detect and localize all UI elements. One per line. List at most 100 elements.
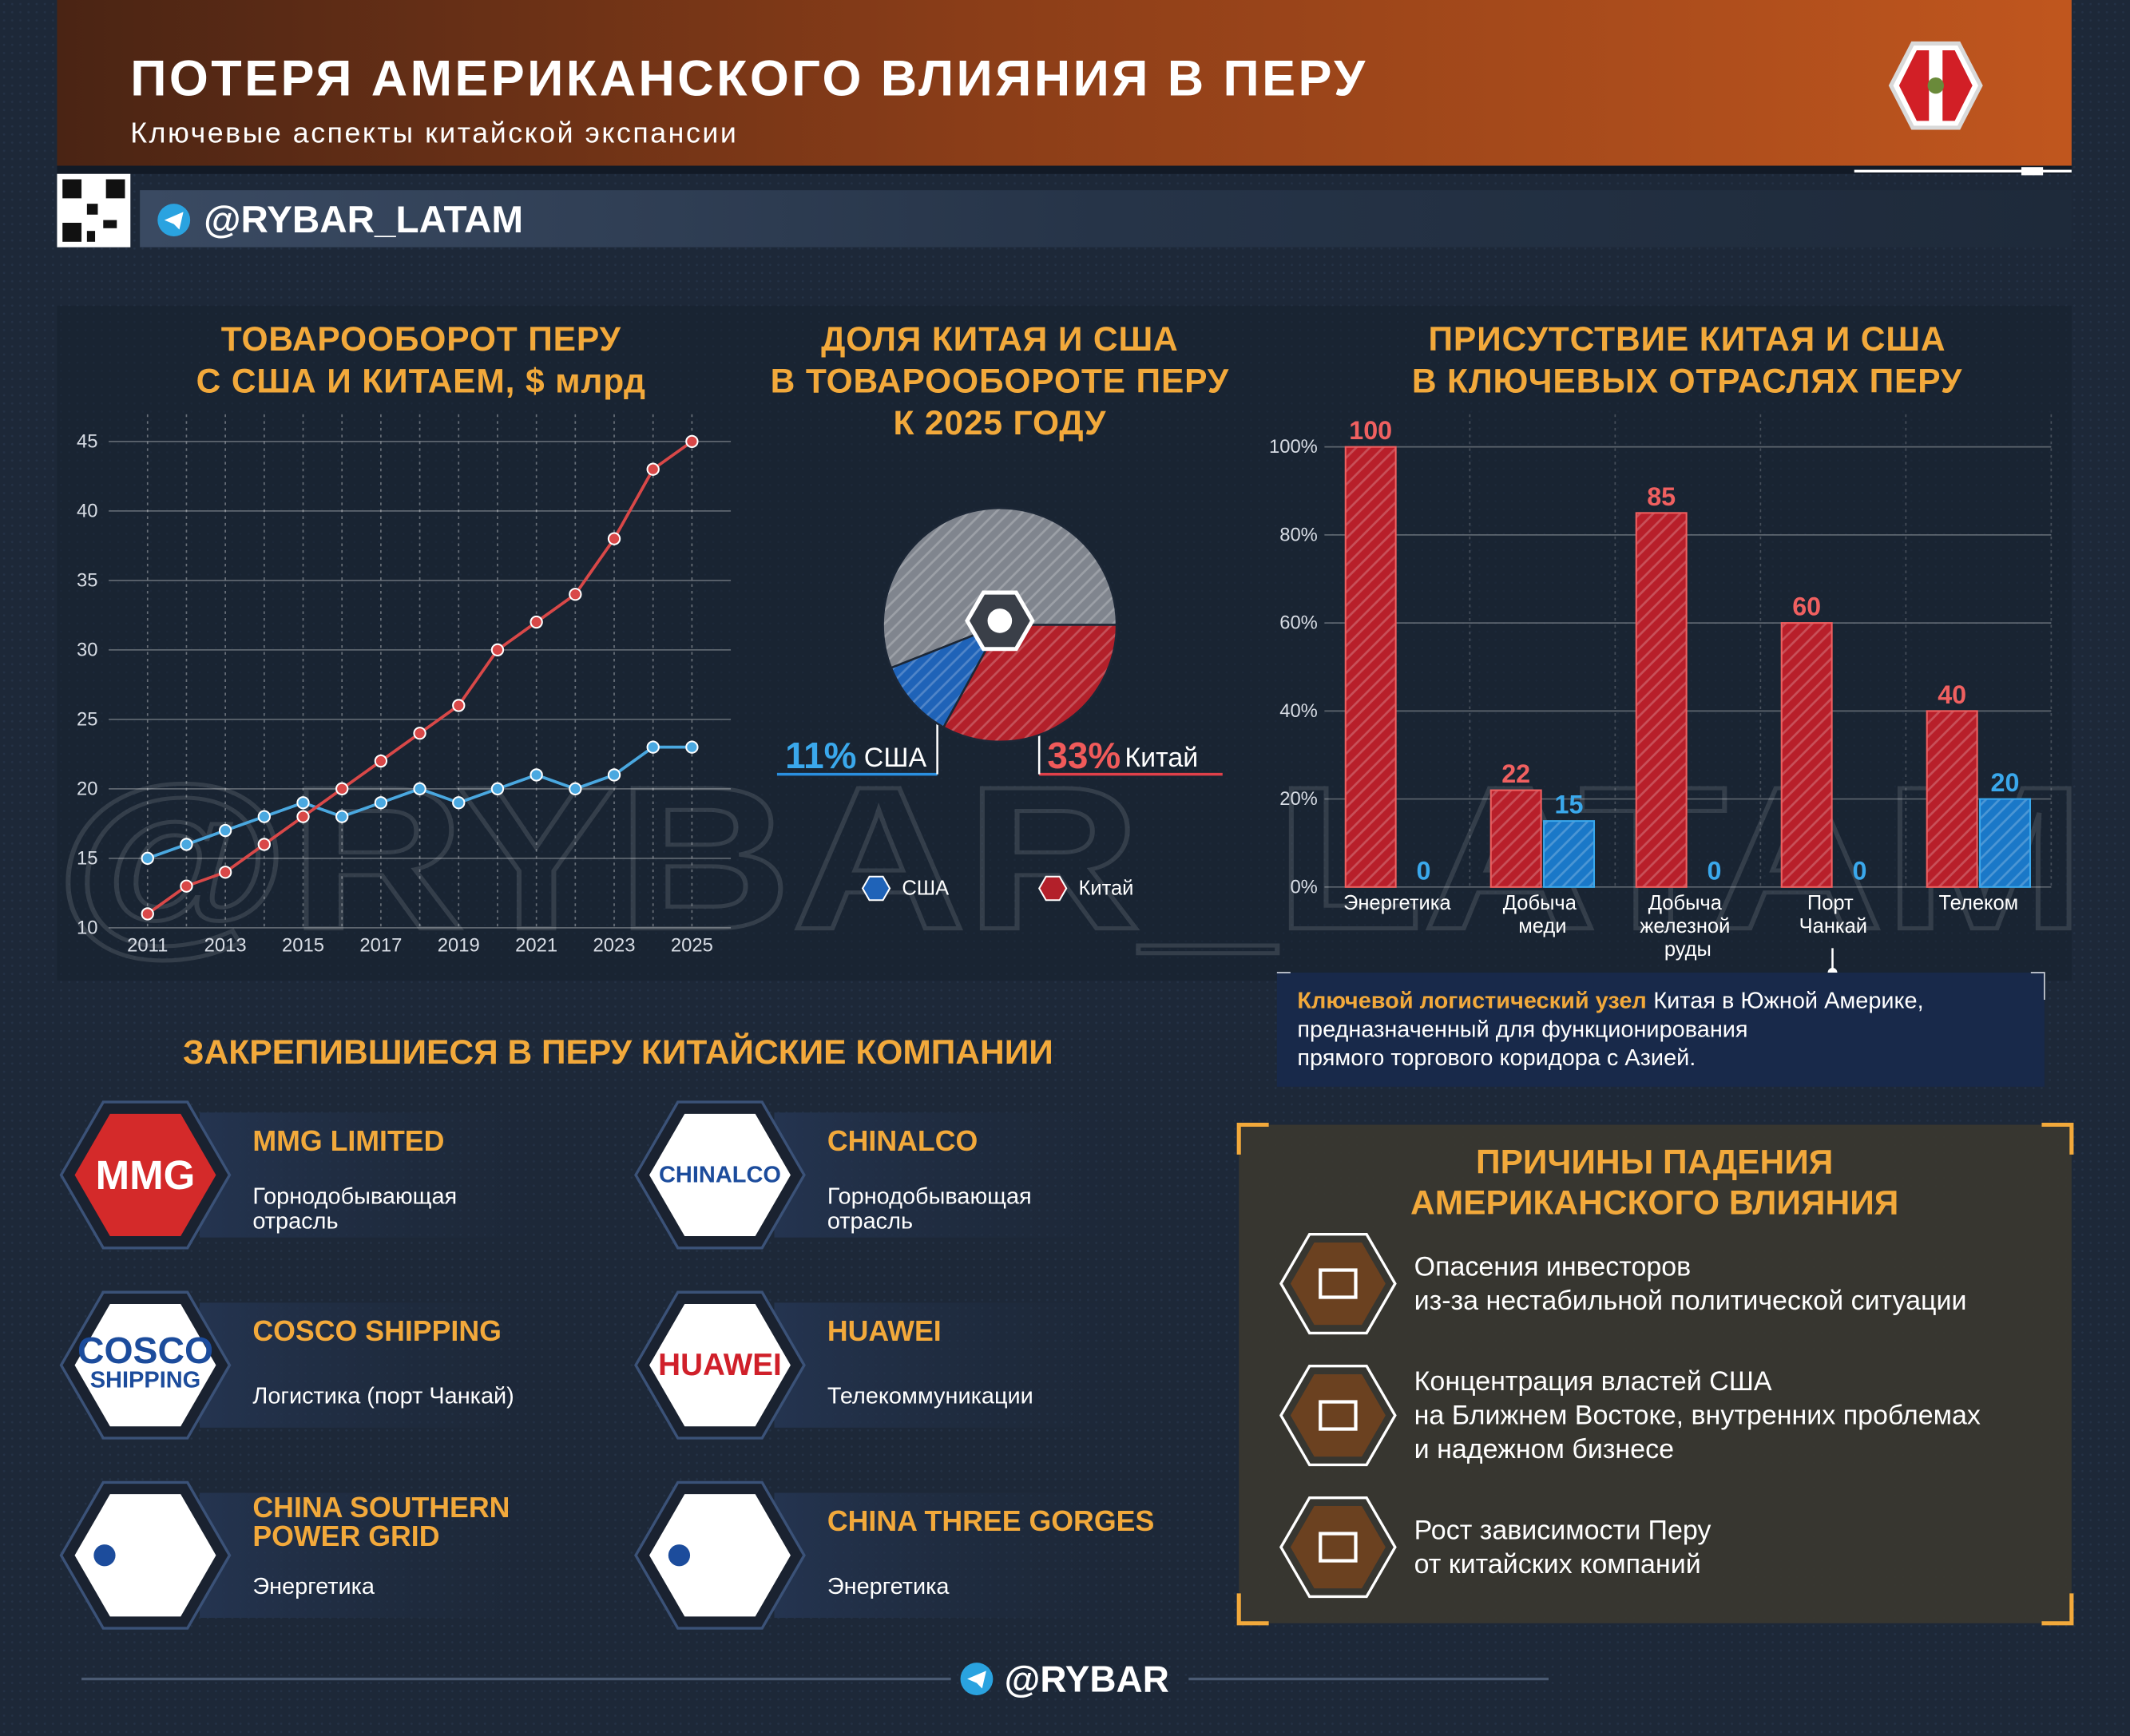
data-point	[607, 532, 621, 545]
qr-block	[105, 179, 125, 199]
reason-text: Концентрация властей США	[1414, 1366, 1772, 1397]
pie-slice	[890, 623, 1002, 729]
reason-icon-frame	[1279, 1232, 1397, 1335]
value-label: 0	[1708, 856, 1722, 885]
reason-text: на Ближнем Востоке, внутренних проблемах	[1414, 1401, 1981, 1431]
data-point	[257, 810, 271, 823]
value-label: 11%	[785, 735, 856, 776]
company-name: CHINA THREE GORGES	[827, 1505, 1154, 1537]
company-sector: Энергетика	[827, 1574, 950, 1599]
logo-bg	[74, 1113, 216, 1237]
bar	[1543, 820, 1596, 888]
reason-text: и надежном бизнесе	[1414, 1434, 1674, 1465]
data-point	[180, 879, 193, 893]
reason-text: Рост зависимости Перу	[1414, 1515, 1712, 1545]
section-title: ЗАКРЕПИВШИЕСЯ В ПЕРУ КИТАЙСКИЕ КОМПАНИИ	[183, 1032, 1053, 1072]
data-point	[141, 907, 154, 921]
data-point	[646, 740, 660, 754]
value-label: 20	[1991, 768, 2020, 797]
flag	[1888, 41, 1983, 130]
data-point	[685, 740, 699, 754]
note-line: Ключевой логистический узел Китая в Южной…	[1297, 989, 1923, 1014]
x-tick-label: 2025	[671, 934, 713, 956]
y-tick-label: 40%	[1279, 700, 1318, 722]
reasons-corners	[1236, 1122, 2074, 1626]
company-band	[200, 1492, 608, 1619]
y-tick-label: 30	[77, 639, 97, 660]
reason-icon	[1290, 1242, 1386, 1326]
legend-label: США	[902, 878, 949, 900]
logo-bg	[74, 1494, 216, 1617]
data-point	[335, 810, 349, 823]
category-label: Китай	[1124, 743, 1198, 773]
y-tick-label: 35	[77, 569, 97, 591]
y-tick-label: 0%	[1290, 876, 1317, 898]
handle: @RYBAR_LATAM	[204, 199, 523, 241]
x-tick-line: меди	[1518, 915, 1566, 937]
data-point	[607, 768, 621, 782]
footer-tg-plane	[967, 1671, 986, 1689]
reason-text: от китайских компаний	[1414, 1549, 1701, 1579]
reason-text: из-за нестабильной политической ситуации	[1414, 1286, 1967, 1316]
reason-glyph	[1319, 1400, 1358, 1431]
x-tick-label: Добыча меди	[1503, 892, 1582, 937]
data-point	[180, 838, 193, 851]
note-box	[1275, 972, 2045, 1088]
pie-center-icon	[987, 608, 1013, 633]
value-label: 0	[1417, 856, 1431, 885]
reasons-title: ПРИЧИНЫ ПАДЕНИЯ	[1476, 1144, 1833, 1182]
chart-title: В КЛЮЧЕВЫХ ОТРАСЛЯХ ПЕРУ	[1412, 363, 1962, 401]
x-tick-label: Телеком	[1939, 892, 2019, 914]
logo-text: SHIPPING	[90, 1367, 201, 1393]
flag-red	[1898, 50, 1930, 121]
data-point	[413, 782, 426, 796]
value-label: 15	[1555, 791, 1584, 819]
bar	[1344, 446, 1397, 888]
x-tick-label: 2011	[127, 934, 168, 956]
header-rule	[57, 165, 2072, 174]
x-tick-line: Телеком	[1939, 892, 2019, 914]
bar	[1979, 798, 2032, 888]
y-tick-label: 45	[77, 430, 97, 452]
logo-text: CHINALCO	[659, 1162, 781, 1187]
header-mark	[2021, 167, 2044, 176]
company-sector: отрасль	[827, 1208, 913, 1234]
legend-marker	[861, 875, 891, 902]
company-name: CHINALCO	[827, 1125, 978, 1157]
x-tick-line: железной	[1640, 915, 1735, 937]
value-label: 85	[1647, 482, 1676, 511]
data-point	[685, 434, 699, 449]
bar	[1926, 710, 1978, 888]
pie-slice	[942, 624, 1118, 743]
company-sector: Горнодобывающая	[827, 1184, 1032, 1210]
reason-text: Опасения инвесторов	[1414, 1251, 1692, 1282]
flag-emblem	[1927, 77, 1944, 94]
company-name: HUAWEI	[827, 1315, 942, 1347]
company-sector: Логистика (порт Чанкай)	[252, 1384, 514, 1409]
chart-title: С США И КИТАЕМ, $ млрд	[196, 363, 646, 401]
data-point	[452, 699, 466, 712]
data-point	[374, 754, 388, 768]
note-line: предназначенный для функционирования	[1297, 1017, 1747, 1042]
tg-plane	[164, 212, 184, 230]
company-band	[774, 1302, 1182, 1428]
x-tick-line: Чанкай	[1799, 915, 1867, 937]
reason-icon	[1290, 1373, 1386, 1457]
y-tick-label: 100%	[1269, 436, 1318, 458]
footer-handle: @RYBAR	[1005, 1659, 1169, 1700]
data-point	[374, 796, 388, 810]
value-label: 100	[1349, 416, 1392, 445]
data-point	[646, 462, 660, 476]
data-point	[490, 643, 505, 657]
x-tick-line: Добыча	[1503, 892, 1582, 914]
y-tick-label: 20	[77, 778, 97, 799]
reason-icon-frame	[1279, 1496, 1397, 1599]
x-tick-label: 2013	[204, 934, 247, 956]
reason-glyph	[1319, 1532, 1358, 1563]
reason-icon-frame	[1279, 1364, 1397, 1467]
value-label: 60	[1792, 593, 1821, 621]
company-band	[774, 1112, 1182, 1238]
x-tick-label: 2015	[282, 934, 324, 956]
flag-red	[1942, 50, 1973, 121]
